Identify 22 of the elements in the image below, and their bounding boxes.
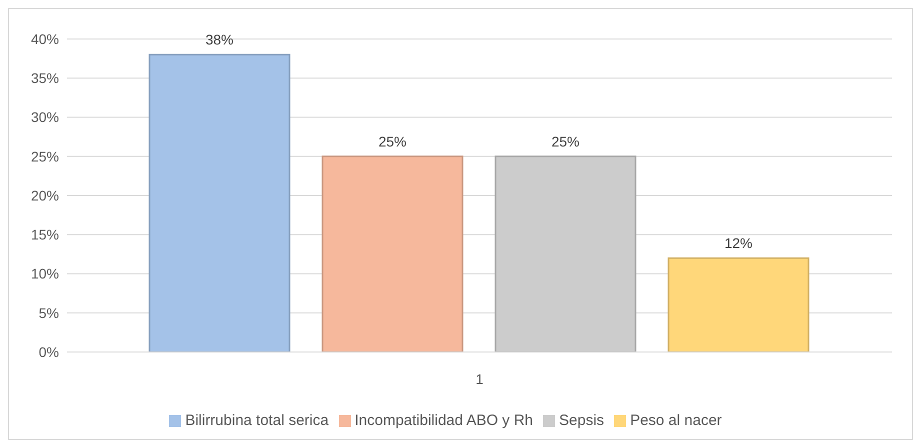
y-tick-label: 25%: [30, 148, 59, 164]
data-label: 25%: [551, 133, 580, 150]
legend-label: Incompatibilidad ABO y Rh: [354, 412, 534, 429]
y-tick-label: 0%: [38, 344, 59, 360]
x-tick-label: 1: [476, 370, 484, 387]
y-tick-label: 40%: [30, 30, 59, 47]
bar: [322, 156, 464, 352]
data-label: 12%: [724, 235, 753, 252]
bar: [494, 156, 636, 352]
y-tick-label: 15%: [30, 226, 59, 243]
y-tick-label: 30%: [30, 109, 59, 126]
y-tick-label: 10%: [30, 266, 59, 282]
bar: [148, 54, 290, 352]
legend-label: Bilirrubina total serica: [185, 412, 329, 429]
data-label: 25%: [378, 133, 407, 150]
legend-label: Sepsis: [559, 412, 604, 429]
legend-label: Peso al nacer: [630, 412, 722, 429]
y-tick-label: 20%: [30, 187, 59, 204]
bar: [668, 257, 810, 352]
y-tick-label: 5%: [38, 304, 59, 321]
y-tick-label: 35%: [30, 70, 59, 86]
data-label: 38%: [205, 32, 234, 48]
